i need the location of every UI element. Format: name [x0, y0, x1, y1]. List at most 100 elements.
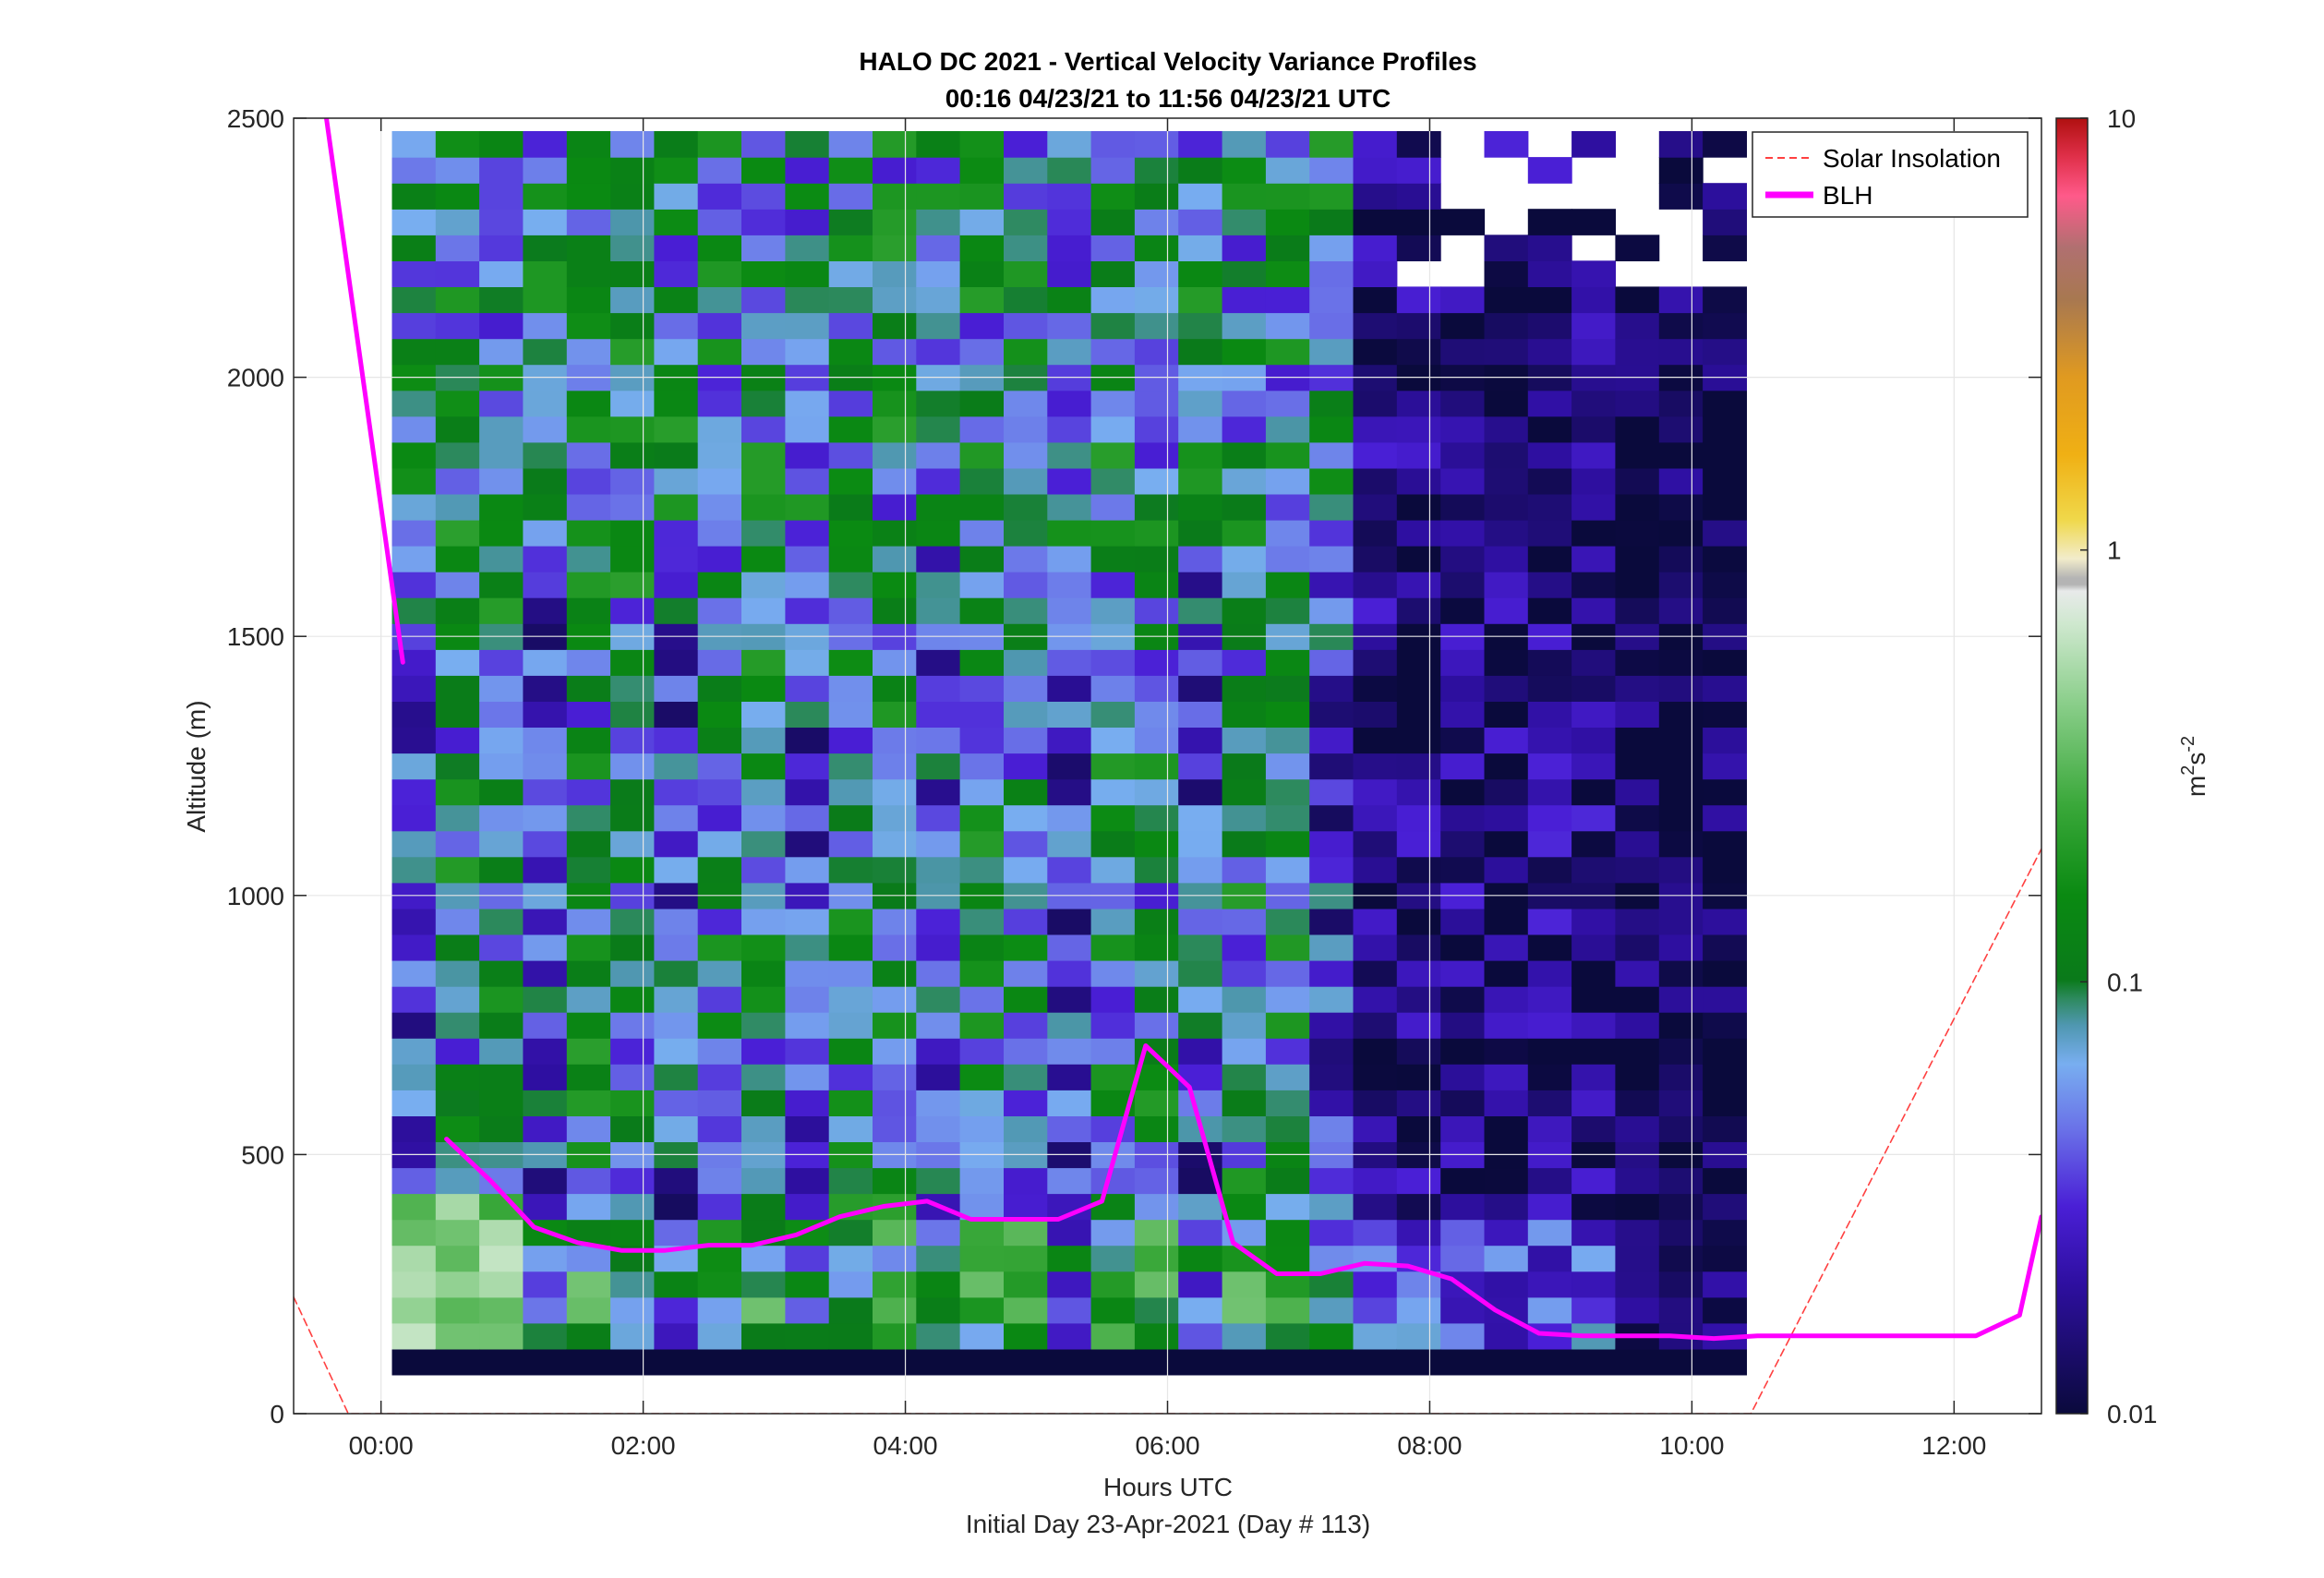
heatmap-cell	[479, 131, 524, 158]
heatmap-cell	[391, 934, 437, 961]
heatmap-cell	[873, 390, 917, 417]
heatmap-cell	[479, 519, 524, 547]
heatmap-cell	[785, 390, 830, 417]
heatmap-cell	[1047, 572, 1092, 598]
heatmap-cell	[1440, 804, 1486, 832]
heatmap-cell	[959, 1012, 1005, 1039]
heatmap-cell	[1396, 157, 1441, 184]
heatmap-cell	[1134, 675, 1179, 702]
heatmap-cell	[697, 675, 742, 702]
heatmap-cell	[1440, 934, 1486, 961]
heatmap-cell	[1309, 960, 1355, 987]
heatmap-cell	[566, 467, 611, 495]
heatmap-cell	[1703, 1115, 1747, 1142]
heatmap-cell	[1047, 1064, 1092, 1090]
heatmap-cell	[1353, 1219, 1398, 1247]
heatmap-cell	[741, 183, 786, 210]
heatmap-cell	[1527, 960, 1572, 987]
heatmap-cell	[1484, 493, 1529, 521]
legend-label-blh: BLH	[1823, 181, 1872, 210]
heatmap-cell	[959, 597, 1005, 624]
heatmap-cell	[785, 675, 830, 702]
heatmap-cell	[1222, 986, 1267, 1013]
heatmap-cell	[1265, 830, 1310, 858]
heatmap-cell	[654, 856, 699, 884]
heatmap-cell	[1615, 1271, 1660, 1298]
heatmap-cell	[741, 131, 786, 158]
heatmap-cell	[1484, 260, 1529, 287]
heatmap-cell	[741, 493, 786, 521]
heatmap-cell	[1527, 908, 1572, 935]
heatmap-cell	[391, 1296, 437, 1324]
heatmap-cell	[785, 286, 830, 314]
colorbar-gradient	[2055, 117, 2089, 1415]
heatmap-cell	[1134, 934, 1179, 961]
heatmap-cell	[1309, 753, 1355, 780]
x-tick-label: 10:00	[1659, 1431, 1724, 1460]
heatmap-cell	[1004, 1271, 1048, 1298]
heatmap-cell	[1004, 675, 1048, 702]
heatmap-cell	[654, 753, 699, 780]
heatmap-cell	[959, 727, 1005, 754]
heatmap-cell	[566, 338, 611, 366]
heatmap-cell	[1222, 1064, 1267, 1090]
heatmap-cell	[654, 960, 699, 987]
heatmap-cell	[1353, 753, 1398, 780]
heatmap-cell	[1353, 908, 1398, 935]
heatmap-cell	[1090, 675, 1136, 702]
heatmap-cell	[741, 1012, 786, 1039]
heatmap-cell	[479, 1271, 524, 1298]
heatmap-cell	[916, 727, 961, 754]
heatmap-cell	[1004, 390, 1048, 417]
heatmap-cell	[697, 804, 742, 832]
heatmap-cell	[1703, 1012, 1747, 1039]
heatmap-cell	[1222, 286, 1267, 314]
heatmap-cell	[1353, 830, 1398, 858]
series-solar-insolation	[294, 848, 2041, 1414]
heatmap-cell	[654, 183, 699, 210]
heatmap-cell	[1134, 416, 1179, 443]
heatmap-cell	[1703, 416, 1747, 443]
heatmap-cell	[1571, 960, 1616, 987]
heatmap-cell	[654, 441, 699, 469]
heatmap-cell	[1484, 1245, 1529, 1272]
heatmap-cell	[1047, 467, 1092, 495]
heatmap-cell	[654, 519, 699, 547]
heatmap-cell	[1396, 1038, 1441, 1065]
heatmap-cell	[1353, 519, 1398, 547]
heatmap-cell	[1527, 1271, 1572, 1298]
heatmap-cell	[1134, 1193, 1179, 1221]
heatmap-cell	[697, 778, 742, 806]
heatmap-cells	[391, 131, 1747, 1376]
heatmap-cell	[741, 390, 786, 417]
heatmap-cell	[391, 1245, 437, 1272]
heatmap-cell	[391, 960, 437, 987]
heatmap-cell	[610, 986, 655, 1013]
heatmap-cell	[1658, 1064, 1704, 1090]
heatmap-cell	[1047, 1012, 1092, 1039]
heatmap-cell	[916, 338, 961, 366]
heatmap-cell	[1440, 572, 1486, 598]
heatmap-cell	[959, 1296, 1005, 1324]
heatmap-cell	[1440, 1012, 1486, 1039]
heatmap-cell	[1047, 778, 1092, 806]
heatmap-cell	[479, 830, 524, 858]
heatmap-cell	[1134, 260, 1179, 287]
heatmap-cell	[1703, 701, 1747, 728]
heatmap-cell	[1178, 830, 1223, 858]
heatmap-cell	[1309, 157, 1355, 184]
heatmap-cell	[1615, 519, 1660, 547]
heatmap-cell	[1703, 235, 1747, 261]
heatmap-cell	[1571, 467, 1616, 495]
heatmap-cell	[566, 675, 611, 702]
heatmap-cell	[828, 701, 873, 728]
heatmap-cell	[654, 830, 699, 858]
heatmap-cell	[1047, 908, 1092, 935]
heatmap-cell	[1615, 753, 1660, 780]
heatmap-cell	[1353, 1271, 1398, 1298]
heatmap-cell	[1047, 986, 1092, 1013]
heatmap-cell	[566, 727, 611, 754]
heatmap-cell	[566, 1296, 611, 1324]
heatmap-cell	[654, 1167, 699, 1195]
heatmap-cell	[435, 727, 480, 754]
